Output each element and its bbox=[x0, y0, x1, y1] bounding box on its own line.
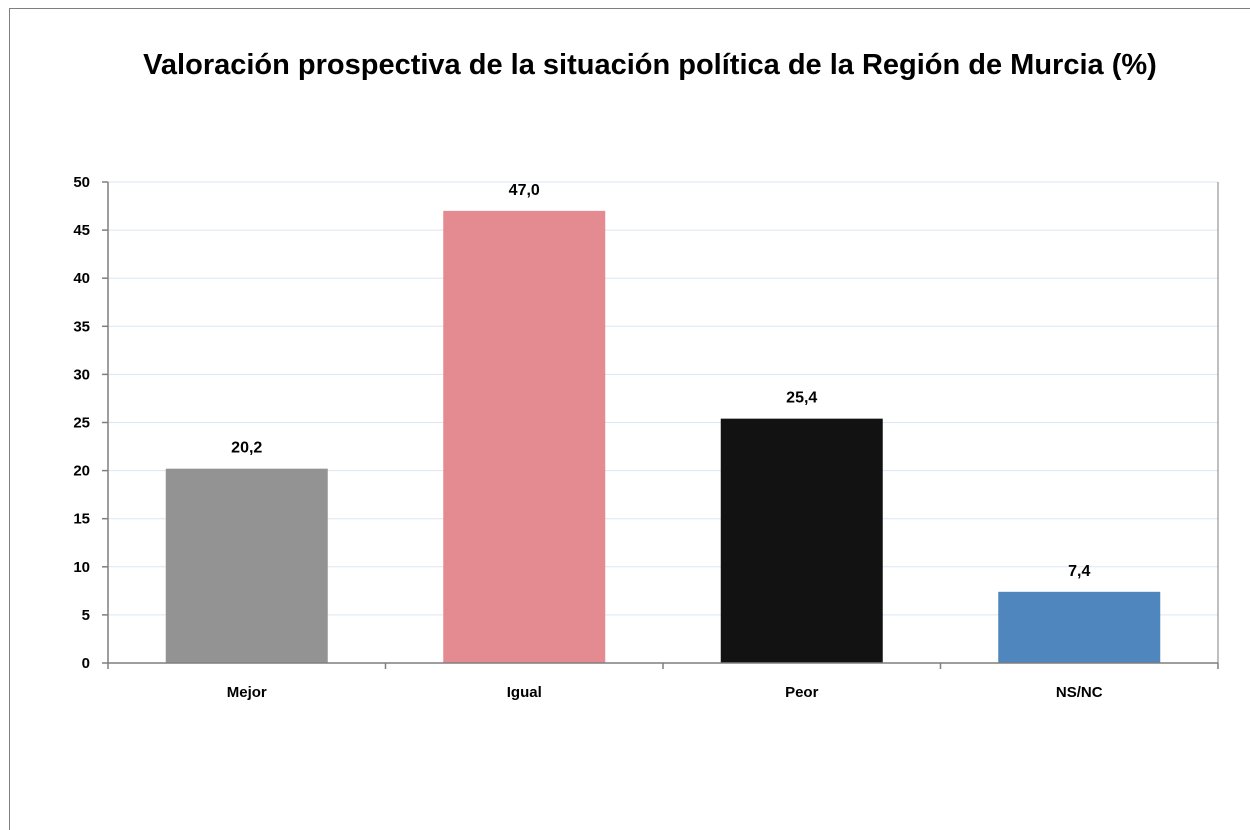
y-tick-label: 5 bbox=[82, 607, 90, 624]
chart-frame bbox=[9, 8, 1250, 830]
x-axis-categories: Mejor Igual Peor NS/NC bbox=[227, 684, 1103, 701]
data-labels: 20,2 47,0 25,4 7,4 bbox=[231, 182, 1090, 580]
y-tick-label: 0 bbox=[82, 655, 90, 672]
bar-mejor bbox=[165, 468, 328, 663]
data-label: 47,0 bbox=[509, 182, 540, 199]
x-category-label: Peor bbox=[785, 684, 819, 701]
x-category-label: Mejor bbox=[227, 684, 267, 701]
y-tick-label: 50 bbox=[73, 174, 90, 191]
data-label: 25,4 bbox=[786, 390, 817, 407]
bars bbox=[165, 210, 1161, 664]
x-category-label: Igual bbox=[507, 684, 542, 701]
y-tick-label: 20 bbox=[73, 463, 90, 480]
y-tick-label: 10 bbox=[73, 559, 90, 576]
y-tick-label: 35 bbox=[73, 318, 90, 335]
y-tick-label: 15 bbox=[73, 511, 90, 528]
data-label: 20,2 bbox=[231, 440, 262, 457]
bar-igual bbox=[443, 210, 606, 664]
y-tick-label: 45 bbox=[73, 222, 90, 239]
bar-peor bbox=[720, 418, 883, 663]
chart-title: Valoración prospectiva de la situación p… bbox=[143, 49, 1157, 81]
data-label: 7,4 bbox=[1068, 563, 1090, 580]
y-tick-label: 40 bbox=[73, 270, 90, 287]
y-tick-label: 30 bbox=[73, 366, 90, 383]
y-tick-label: 25 bbox=[73, 415, 90, 432]
bar-ns-nc bbox=[998, 591, 1161, 663]
x-category-label: NS/NC bbox=[1056, 684, 1103, 701]
y-axis-ticks: 0 5 10 15 20 25 30 35 40 45 50 bbox=[73, 174, 1219, 672]
